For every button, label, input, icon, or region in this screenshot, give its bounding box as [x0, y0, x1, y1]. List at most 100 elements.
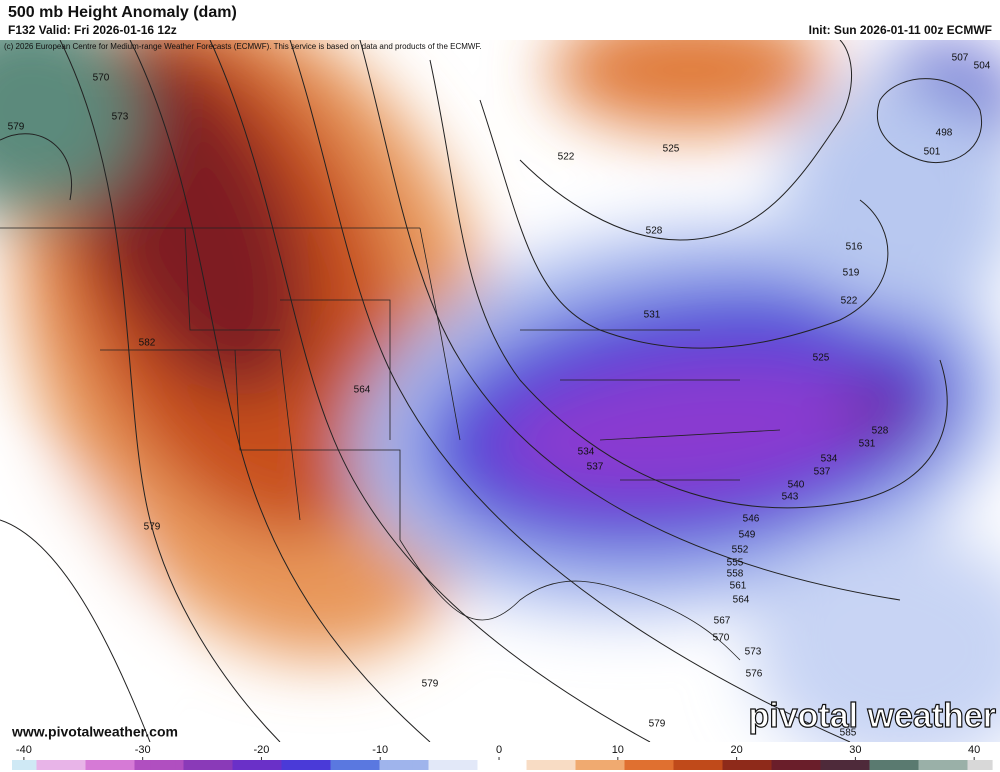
- colorbar-cell: [175, 760, 185, 770]
- contour-label: 564: [354, 385, 371, 396]
- contour-label: 573: [112, 112, 129, 123]
- colorbar-cell: [395, 760, 405, 770]
- borders: [0, 227, 781, 661]
- colorbar-cell: [567, 760, 577, 770]
- contour-label: 570: [93, 73, 110, 84]
- colorbar-cell: [281, 760, 291, 770]
- colorbar-cell: [28, 760, 38, 770]
- colorbar-cell: [640, 760, 650, 770]
- colorbar-cell: [600, 760, 609, 770]
- logo: pivotal weather: [748, 697, 996, 735]
- credit: (c) 2026 European Centre for Medium-rang…: [4, 42, 482, 51]
- colorbar-cell: [518, 760, 528, 770]
- colorbar-cell: [714, 760, 724, 770]
- contour-label: 579: [649, 719, 666, 730]
- contour-label: 537: [587, 462, 604, 473]
- contour-label: 585: [840, 728, 857, 739]
- colorbar-cell: [902, 760, 911, 770]
- contour-label: 498: [936, 128, 953, 139]
- contour-label: 528: [646, 226, 663, 237]
- colorbar-cell: [289, 760, 299, 770]
- colorbar-cell: [861, 760, 871, 770]
- colorbar-cell: [159, 760, 168, 770]
- colorbar-cell: [845, 760, 854, 770]
- colorbar-tick-label: 0: [496, 744, 502, 756]
- contour-label: 549: [739, 530, 756, 541]
- colorbar-cell: [297, 760, 307, 770]
- valid-time: F132 Valid: Fri 2026-01-16 12z: [8, 23, 177, 37]
- colorbar-tick-label: -20: [254, 744, 270, 756]
- contour-label: 573: [745, 647, 762, 658]
- colorbar-cell: [52, 760, 62, 770]
- contour-label: 522: [841, 296, 858, 307]
- colorbar-cell: [624, 760, 634, 770]
- website: www.pivotalweather.com: [11, 724, 178, 740]
- colorbar-cell: [649, 760, 658, 770]
- colorbar-cell: [853, 760, 862, 770]
- contour-label: 582: [139, 338, 156, 349]
- colorbar-cell: [248, 760, 258, 770]
- contour-label: 534: [821, 454, 838, 465]
- colorbar-cell: [355, 760, 364, 770]
- init-time: Init: Sun 2026-01-11 00z ECMWF: [809, 23, 992, 37]
- colorbar-cell: [681, 760, 691, 770]
- contour-label: 519: [843, 268, 860, 279]
- colorbar-cell: [959, 760, 969, 770]
- colorbar-cell: [812, 760, 822, 770]
- colorbar-cell: [240, 760, 250, 770]
- colorbar-cell: [363, 760, 372, 770]
- colorbar-cell: [461, 760, 470, 770]
- colorbar-cell: [722, 760, 732, 770]
- colorbar-cell: [412, 760, 421, 770]
- colorbar-cell: [583, 760, 593, 770]
- colorbar-cell: [338, 760, 348, 770]
- contour-label: 552: [732, 545, 749, 556]
- colorbar-cell: [85, 760, 95, 770]
- contour-label: 546: [743, 514, 760, 525]
- colorbar-cell: [167, 760, 176, 770]
- colorbar-cell: [371, 760, 381, 770]
- colorbar-cell: [738, 760, 748, 770]
- colorbar-cell: [877, 760, 887, 770]
- colorbar-cell: [485, 760, 495, 770]
- colorbar-tick-label: -40: [16, 744, 32, 756]
- colorbar-cell: [763, 760, 773, 770]
- colorbar-cell: [934, 760, 944, 770]
- colorbar-cell: [910, 760, 920, 770]
- colorbar-cell: [526, 760, 536, 770]
- colorbar-cell: [69, 760, 78, 770]
- contour-label: 558: [727, 569, 744, 580]
- colorbar-cell: [779, 760, 789, 770]
- title: 500 mb Height Anomaly (dam): [8, 4, 237, 21]
- colorbar-cell: [183, 760, 193, 770]
- contour-label: 579: [144, 522, 161, 533]
- colorbar-cell: [322, 760, 332, 770]
- colorbar-cell: [828, 760, 838, 770]
- colorbar-cell: [232, 760, 242, 770]
- contour-label: 507: [952, 53, 969, 64]
- colorbar-cell: [918, 760, 928, 770]
- colorbar-cell: [477, 760, 487, 770]
- colorbar-cell: [273, 760, 283, 770]
- colorbar-cell: [61, 760, 70, 770]
- colorbar-cell: [12, 760, 21, 770]
- contour-lines: [0, 40, 983, 742]
- colorbar-cell: [534, 760, 544, 770]
- colorbar-cell: [983, 760, 993, 770]
- contour-label: 540: [788, 480, 805, 491]
- colorbar-cell: [616, 760, 626, 770]
- contour-label: 567: [714, 616, 731, 627]
- contour-label: 570: [713, 633, 730, 644]
- colorbar-tick-label: 10: [612, 744, 624, 756]
- colorbar-cell: [559, 760, 568, 770]
- colorbar-cell: [93, 760, 103, 770]
- contour-label: 579: [8, 122, 25, 133]
- colorbar-cell: [608, 760, 617, 770]
- colorbar-cell: [20, 760, 29, 770]
- colorbar-cell: [926, 760, 936, 770]
- colorbar-cell: [469, 760, 479, 770]
- colorbar-cell: [665, 760, 675, 770]
